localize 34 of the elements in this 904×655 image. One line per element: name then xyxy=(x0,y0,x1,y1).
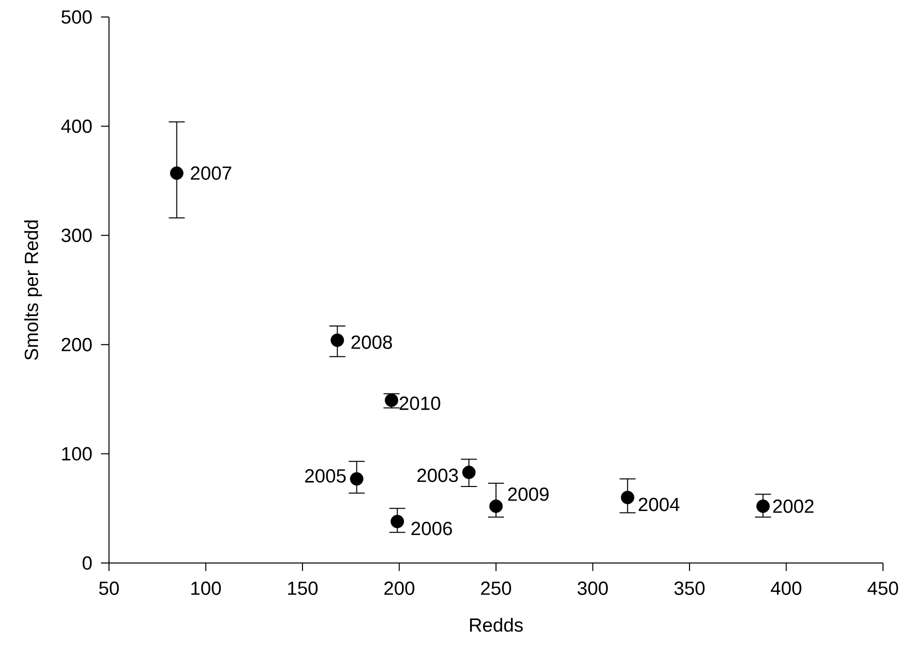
x-tick-label: 150 xyxy=(288,582,318,595)
y-tick-label: 400 xyxy=(61,119,92,133)
point xyxy=(170,166,184,180)
annotation: 2010 xyxy=(400,396,440,410)
annotation: 2002 xyxy=(773,499,814,513)
y-tick-label: 300 xyxy=(61,228,92,242)
x-tick-label: 450 xyxy=(868,582,898,595)
x-tick-label: 400 xyxy=(770,582,802,595)
point xyxy=(756,500,770,513)
x-axis-title: Redds xyxy=(470,618,523,632)
y-axis-title: Smolts per Redd xyxy=(24,220,42,360)
x-tick-label: 100 xyxy=(191,582,221,595)
annotation: 2006 xyxy=(411,522,452,536)
annotation: 2009 xyxy=(508,487,549,501)
x-tick-label: 350 xyxy=(674,582,705,595)
annotation: 2008 xyxy=(351,335,392,349)
annotation: 2003 xyxy=(417,468,458,482)
x-tick-label: 250 xyxy=(481,582,512,595)
y-tick-label: 0 xyxy=(82,556,92,570)
point xyxy=(350,472,364,486)
annotation: 2005 xyxy=(305,469,346,483)
x-tick-label: 50 xyxy=(99,582,119,595)
y-tick-label: 100 xyxy=(62,447,92,461)
annotation: 2007 xyxy=(190,166,232,180)
annotation: 2004 xyxy=(638,498,680,512)
point xyxy=(620,490,634,504)
point xyxy=(330,334,344,347)
point xyxy=(489,500,503,513)
x-tick-label: 300 xyxy=(578,582,608,595)
y-tick-label: 500 xyxy=(62,10,92,24)
y-tick-label: 200 xyxy=(62,338,92,352)
x-tick-label: 200 xyxy=(384,582,414,595)
point xyxy=(390,514,404,528)
point xyxy=(462,466,476,480)
